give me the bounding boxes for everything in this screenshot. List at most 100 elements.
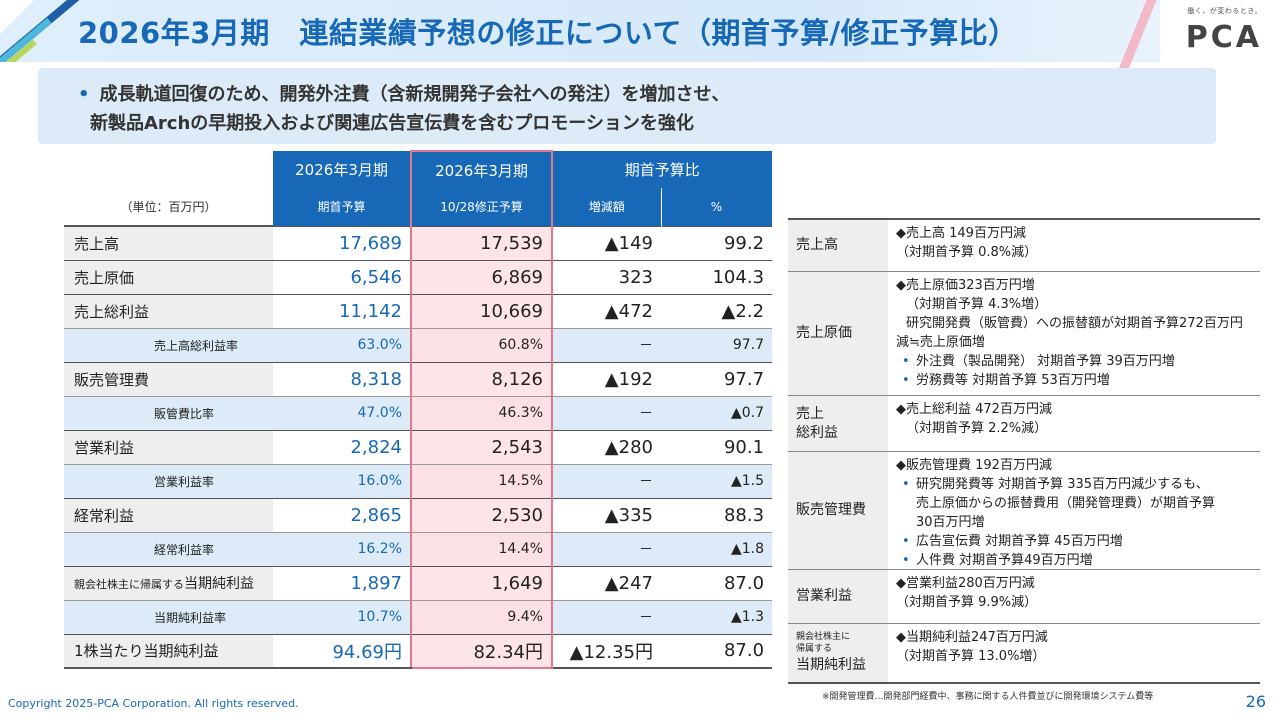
table-row: 売上総利益 11,142 10,669 ▲472 ▲2.2: [64, 293, 773, 328]
note-line: （対期首予算 4.3%増）: [906, 297, 1048, 312]
note-line: 売上原価からの振替費用（開発管理費）が期首予算: [916, 496, 1216, 511]
note-bullet: 労務費等 対期首予算 53百万円増: [896, 371, 1254, 390]
pct-value: ▲1.5: [661, 463, 773, 498]
diff-value: －: [552, 599, 661, 634]
note-line: ◆売上高 149百万円減: [896, 226, 1026, 241]
col-subheader-initial: 期首予算: [273, 188, 412, 226]
copyright: Copyright 2025-PCA Corporation. All righ…: [8, 697, 299, 710]
diff-value: ▲335: [552, 497, 661, 532]
pct-value: 90.1: [661, 429, 773, 464]
revised-value: 1,649: [410, 565, 553, 600]
table-row: 営業利益 2,824 2,543 ▲280 90.1: [64, 429, 773, 464]
note-body: ◆当期純利益247百万円減 （対期首予算 13.0%増）: [888, 624, 1260, 682]
note-line: ◆営業利益280百万円減: [896, 576, 1035, 591]
initial-value: 63.0%: [273, 327, 411, 362]
col-subheader-revised: 10/28修正予算: [410, 188, 553, 226]
explanation-panel: 売上高 ◆売上高 149百万円減 （対期首予算 0.8%減） 売上原価 ◆売上原…: [788, 218, 1260, 684]
note-body: ◆営業利益280百万円減 （対期首予算 9.9%減）: [888, 570, 1260, 623]
summary-line-1: • 成長軌道回復のため、開発外注費（含新規開発子会社への発注）を増加させ、: [78, 80, 1216, 109]
note-gross-profit: 売上 総利益 ◆売上総利益 472百万円減 （対期首予算 2.2%減）: [788, 396, 1260, 452]
summary-line-2: 新製品Archの早期投入および関連広告宣伝費を含むプロモーションを強化: [90, 113, 694, 134]
revised-value: 6,869: [410, 259, 553, 294]
summary-box: • 成長軌道回復のため、開発外注費（含新規開発子会社への発注）を増加させ、 新製品…: [38, 68, 1216, 144]
table-row: 売上高 17,689 17,539 ▲149 99.2: [64, 225, 773, 260]
revised-value: 2,530: [410, 497, 553, 532]
unit-label: （単位：百万円）: [64, 188, 273, 227]
table-row: 販売管理費 8,318 8,126 ▲192 97.7: [64, 361, 773, 396]
footnote: ※開発管理費…開発部門経費中、事務に関する人件費並びに開発環境システム費等: [822, 692, 1154, 702]
pct-value: 99.2: [661, 225, 773, 260]
pca-logo: PCA: [1185, 20, 1262, 55]
col-header-revised-year: 2026年3月期: [410, 150, 553, 188]
initial-value: 17,689: [273, 225, 411, 260]
row-label-prefix: 親会社株主に帰属する: [74, 578, 184, 591]
note-label: 販売管理費: [788, 452, 888, 569]
row-label: 売上高: [64, 225, 273, 260]
row-label: 売上高総利益率: [64, 327, 273, 362]
note-sga: 販売管理費 ◆販売管理費 192百万円減 研究開発費等 対期首予算 335百万円…: [788, 452, 1260, 570]
note-label-line: 当期純利益: [796, 657, 866, 673]
diff-value: －: [552, 327, 661, 362]
row-label: 売上原価: [64, 259, 273, 294]
row-label: 営業利益率: [64, 463, 273, 498]
note-line: ◆売上原価323百万円増: [896, 278, 1035, 293]
revised-value: 14.5%: [410, 463, 553, 498]
page-number: 26: [1245, 692, 1266, 711]
initial-value: 6,546: [273, 259, 411, 294]
page-title: 2026年3月期 連結業績予想の修正について（期首予算/修正予算比）: [78, 16, 1018, 50]
unit-spacer: [64, 151, 273, 188]
note-label-line: 売上: [796, 405, 824, 422]
pct-value: 97.7: [661, 327, 773, 362]
note-sales: 売上高 ◆売上高 149百万円減 （対期首予算 0.8%減）: [788, 220, 1260, 272]
note-line: （対期首予算 2.2%減）: [906, 421, 1048, 436]
row-label: 親会社株主に帰属する当期純利益: [64, 565, 273, 600]
initial-value: 8,318: [273, 361, 411, 396]
initial-value: 2,824: [273, 429, 411, 464]
revised-value: 46.3%: [410, 395, 553, 430]
forecast-table: 2026年3月期 2026年3月期 期首予算比 （単位：百万円） 期首予算 10…: [64, 150, 773, 669]
diff-value: 323: [552, 259, 661, 294]
revised-value: 60.8%: [410, 327, 553, 362]
revised-value: 10,669: [410, 293, 553, 328]
row-label: 販管費比率: [64, 395, 273, 430]
row-label: 販売管理費: [64, 361, 273, 396]
note-line: ◆当期純利益247百万円減: [896, 630, 1048, 645]
note-bullet: 研究開発費等 対期首予算 335百万円減少するも、: [896, 475, 1254, 494]
diff-value: ▲149: [552, 225, 661, 260]
pct-value: ▲1.8: [661, 531, 773, 566]
table-row: 親会社株主に帰属する当期純利益 1,897 1,649 ▲247 87.0: [64, 565, 773, 600]
note-label-line: 親会社株主に: [796, 632, 851, 642]
revised-value: 82.34円: [410, 633, 553, 669]
table-row: 売上高総利益率 63.0% 60.8% － 97.7: [64, 327, 773, 362]
note-line: 減≒売上原価増: [896, 335, 985, 350]
diff-value: －: [552, 395, 661, 430]
title-band: [0, 0, 1160, 62]
diff-value: ▲472: [552, 293, 661, 328]
revised-value: 9.4%: [410, 599, 553, 634]
revised-value: 17,539: [410, 225, 553, 260]
pct-value: 88.3: [661, 497, 773, 532]
note-bullet: 外注費（製品開発） 対期首予算 39百万円増: [896, 352, 1254, 371]
table-row: 当期純利益率 10.7% 9.4% － ▲1.3: [64, 599, 773, 634]
table-row: 営業利益率 16.0% 14.5% － ▲1.5: [64, 463, 773, 498]
row-label: 営業利益: [64, 429, 273, 464]
pct-value: 87.0: [661, 565, 773, 600]
diff-value: ▲247: [552, 565, 661, 600]
diff-value: ▲12.35円: [552, 633, 661, 669]
note-line: ◆売上総利益 472百万円減: [896, 402, 1052, 417]
note-line: （対期首予算 9.9%減）: [896, 595, 1038, 610]
diff-value: －: [552, 531, 661, 566]
pct-value: ▲1.3: [661, 599, 773, 634]
table-header-row-2: （単位：百万円） 期首予算 10/28修正予算 増減額 %: [64, 188, 773, 227]
diff-value: ▲192: [552, 361, 661, 396]
table-row: 1株当たり当期純利益 94.69円 82.34円 ▲12.35円 87.0: [64, 633, 773, 669]
revised-value: 14.4%: [410, 531, 553, 566]
brand: 働く、が変わるとき。 PCA: [1152, 6, 1262, 55]
col-header-initial-year: 2026年3月期: [273, 151, 412, 188]
note-label: 売上 総利益: [788, 396, 888, 451]
row-label: 売上総利益: [64, 293, 273, 328]
row-label: 経常利益: [64, 497, 273, 532]
initial-value: 11,142: [273, 293, 411, 328]
initial-value: 1,897: [273, 565, 411, 600]
revised-value: 2,543: [410, 429, 553, 464]
